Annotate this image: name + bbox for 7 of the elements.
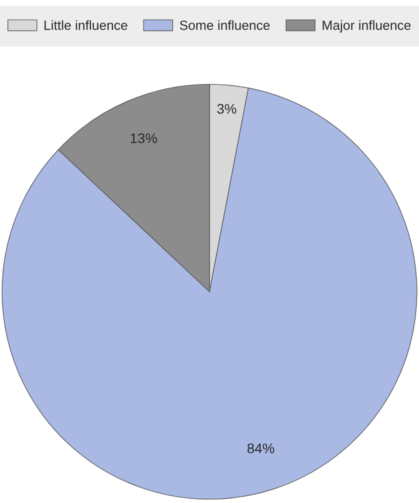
data-label: 13% <box>130 133 158 144</box>
pie-slice <box>2 88 418 500</box>
data-label: 3% <box>217 104 236 114</box>
legend-label: Some influence <box>180 20 270 30</box>
legend-label: Little influence <box>44 20 128 30</box>
legend-label: Major influence <box>322 20 411 33</box>
data-label: 84% <box>247 443 274 454</box>
